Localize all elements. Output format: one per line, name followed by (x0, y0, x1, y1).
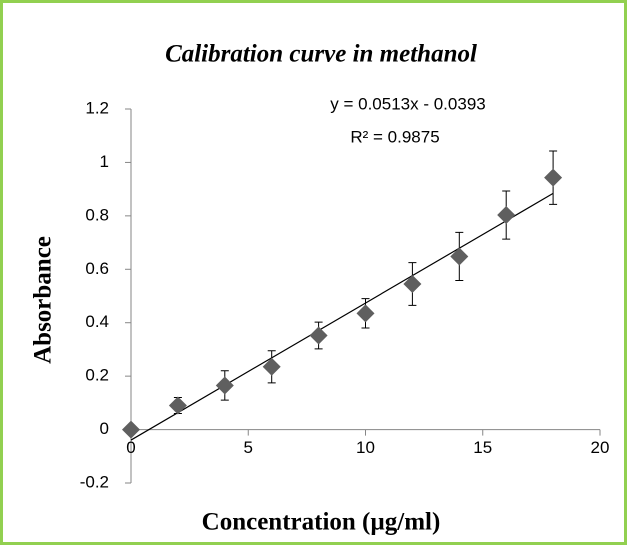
marker (497, 206, 516, 225)
marker (356, 304, 375, 323)
trendline-r2: R² = 0.9875 (350, 127, 439, 146)
marker (544, 168, 563, 187)
y-tick-label: 0.2 (85, 366, 109, 385)
x-tick-label: 20 (591, 438, 610, 457)
x-axis-label: Concentration (µg/ml) (202, 509, 441, 536)
marker (168, 396, 187, 415)
y-axis-label: Absorbance (30, 236, 57, 364)
marker (450, 247, 469, 266)
y-tick-label: 0.6 (85, 259, 109, 278)
marker (215, 376, 234, 395)
chart-title: Calibration curve in methanol (165, 41, 477, 68)
marker (403, 274, 422, 293)
marker (122, 420, 140, 439)
x-tick-label: 15 (473, 438, 492, 457)
trendline (130, 192, 554, 441)
trendline-equation: y = 0.0513x - 0.0393 (330, 94, 485, 113)
x-tick-label: 0 (126, 438, 135, 457)
y-tick-label: 1 (100, 152, 109, 171)
x-tick-label: 5 (244, 438, 253, 457)
y-tick-label: 0.8 (85, 205, 109, 224)
y-tick-label: 0 (100, 419, 109, 438)
y-tick-label: 0.4 (85, 312, 109, 331)
y-tick-label: -0.2 (80, 472, 109, 491)
marker (309, 326, 328, 345)
chart: Calibration curve in methanol Concentrat… (30, 41, 610, 536)
x-tick-label: 10 (356, 438, 375, 457)
y-tick-label: 1.2 (85, 98, 109, 117)
marker (262, 357, 281, 376)
